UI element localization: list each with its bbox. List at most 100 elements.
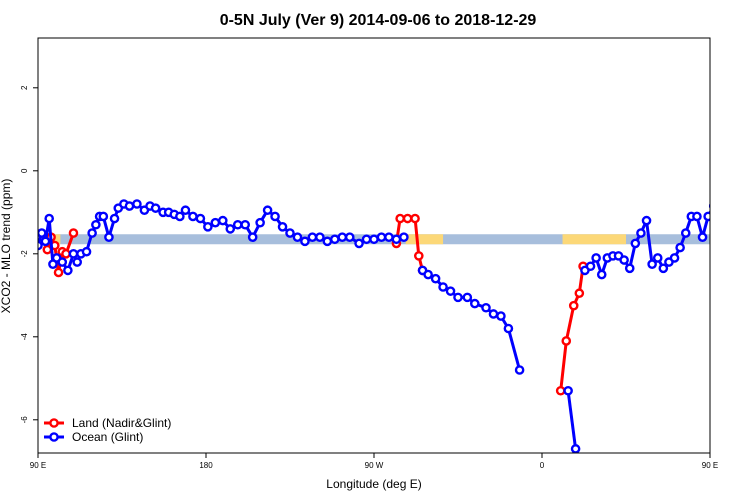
data-point <box>61 248 71 259</box>
data-point <box>585 261 596 272</box>
series-ocean <box>38 199 728 453</box>
data-point <box>652 253 663 263</box>
data-point <box>369 234 379 245</box>
data-point <box>53 267 64 278</box>
data-point <box>596 269 607 280</box>
data-point <box>87 228 97 238</box>
data-point <box>195 213 206 224</box>
data-point <box>247 232 258 242</box>
data-point <box>697 232 708 242</box>
series-line <box>421 269 522 371</box>
data-point <box>574 288 585 299</box>
data-point <box>72 257 82 267</box>
y-tick-label: 2 <box>20 85 29 90</box>
data-point <box>740 229 747 236</box>
data-point <box>354 238 364 249</box>
data-point <box>132 199 142 209</box>
data-point <box>514 365 525 375</box>
data-point <box>469 298 480 309</box>
data-point <box>109 213 120 224</box>
data-point <box>445 286 456 296</box>
data-point <box>315 232 325 242</box>
x-tick-label: 90 E <box>702 461 718 470</box>
data-point <box>68 228 79 238</box>
data-point <box>561 336 572 346</box>
data-point <box>423 269 433 280</box>
data-point <box>38 228 47 238</box>
data-point <box>692 211 702 222</box>
legend-label: Land (Nadir&Glint) <box>72 416 171 430</box>
data-point <box>675 242 685 253</box>
data-point <box>262 205 273 216</box>
data-point <box>438 282 448 292</box>
data-point <box>462 292 473 303</box>
data-point <box>232 219 243 230</box>
series-line <box>740 233 750 273</box>
data-point <box>591 253 601 263</box>
legend: Land (Nadir&Glint)Ocean (Glint) <box>44 416 171 444</box>
legend-item: Land (Nadir&Glint) <box>44 416 171 430</box>
data-point <box>488 309 499 319</box>
data-point <box>188 211 198 222</box>
data-point <box>399 232 409 242</box>
data-point <box>413 251 424 261</box>
chart-title: 0-5N July (Ver 9) 2014-09-06 to 2018-12-… <box>220 12 537 29</box>
data-point <box>503 323 514 334</box>
data-point <box>376 232 387 242</box>
data-point <box>292 232 303 242</box>
data-point <box>744 242 750 249</box>
y-tick-label: -2 <box>20 250 29 258</box>
data-point <box>658 263 669 274</box>
plot-frame <box>37 37 711 454</box>
data-point <box>98 211 109 222</box>
series-line <box>566 390 578 450</box>
data-point <box>175 211 185 222</box>
data-point <box>180 205 191 216</box>
data-point <box>410 213 420 224</box>
data-point <box>624 263 635 274</box>
data-point <box>708 203 710 210</box>
legend-marker <box>49 432 59 442</box>
data-point <box>555 385 566 396</box>
y-tick-label: 0 <box>20 168 29 173</box>
data-point <box>641 215 652 226</box>
data-point <box>395 213 405 224</box>
y-tick-label: -6 <box>20 416 29 424</box>
y-axis: -6 -4 -2 0 2 <box>20 85 38 423</box>
data-point <box>277 222 288 232</box>
data-point <box>563 385 573 396</box>
data-point <box>57 257 68 267</box>
data-point <box>636 228 646 238</box>
series-line <box>559 266 585 391</box>
data-point <box>361 234 372 245</box>
data-point <box>285 228 295 238</box>
data-point <box>669 253 680 263</box>
data-point <box>42 244 53 255</box>
data-point <box>481 302 491 313</box>
data-point <box>568 300 579 311</box>
data-point <box>496 311 506 321</box>
data-point <box>619 255 629 265</box>
data-point <box>680 228 691 238</box>
data-point <box>391 234 402 245</box>
legend-label: Ocean (Glint) <box>72 430 143 444</box>
data-point <box>736 246 743 253</box>
data-point <box>322 236 333 247</box>
data-point <box>91 219 101 230</box>
x-tick-label: 90 E <box>30 461 46 470</box>
data-point <box>203 222 213 232</box>
data-point <box>240 219 250 230</box>
legend-item: Ocean (Glint) <box>44 430 143 444</box>
data-point <box>453 292 463 303</box>
series-layer <box>38 199 750 453</box>
data-point <box>337 232 348 242</box>
data-point <box>270 211 280 222</box>
data-point <box>721 202 728 209</box>
x-axis-label: Longitude (deg E) <box>326 477 421 491</box>
data-point <box>217 215 228 226</box>
data-point <box>81 246 92 257</box>
data-point <box>44 213 55 224</box>
data-point <box>124 201 135 211</box>
data-point <box>307 232 318 242</box>
